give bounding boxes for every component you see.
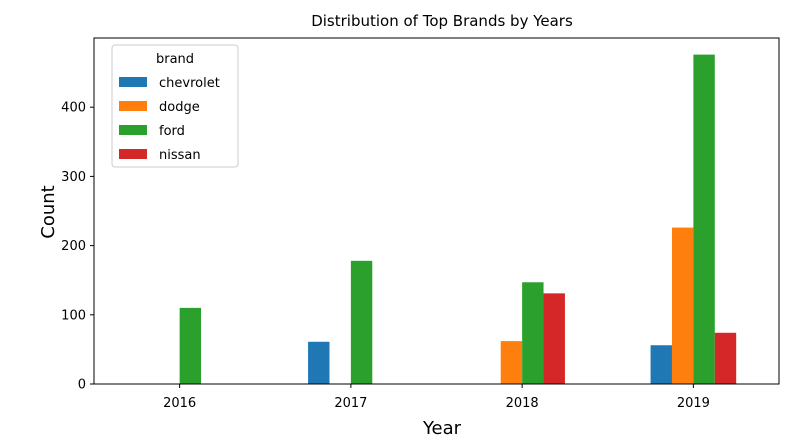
x-tick-label: 2018: [506, 396, 539, 411]
legend-box: [111, 44, 239, 168]
y-tick-label: 100: [61, 308, 86, 323]
plot-area: 0 100 200 300 400 2016 2017 2018 2019 brand chevro…: [61, 37, 780, 411]
x-tick-label: 2019: [677, 396, 710, 411]
bar-ford-2017: [350, 260, 373, 384]
y-tick-label: 400: [61, 101, 86, 116]
x-axis-label: Year: [422, 418, 462, 439]
bar-dodge-2018: [500, 341, 523, 384]
bar-dodge-2019: [671, 227, 694, 384]
y-tick-label: 200: [61, 239, 86, 254]
y-tick-label: 0: [78, 378, 86, 393]
bar-ford-2019: [693, 54, 715, 385]
legend-label-dodge: dodge: [159, 100, 200, 115]
legend-title: brand: [156, 52, 194, 67]
bar-chevrolet-2019: [650, 345, 672, 384]
bar-ford-2016: [179, 307, 202, 384]
bar-nissan-2018: [543, 293, 565, 384]
legend-swatch-dodge: [119, 101, 147, 111]
y-axis-label: Count: [38, 185, 59, 238]
legend-label-ford: ford: [159, 124, 185, 139]
legend: brand chevrolet dodge ford nissan: [111, 44, 239, 168]
y-tick-label: 300: [61, 170, 86, 185]
x-tick-label: 2016: [163, 396, 196, 411]
legend-swatch-nissan: [119, 149, 147, 159]
chart-title: Distribution of Top Brands by Years: [311, 12, 573, 30]
legend-label-chevrolet: chevrolet: [159, 76, 220, 91]
legend-label-nissan: nissan: [159, 148, 201, 163]
legend-swatch-chevrolet: [119, 77, 147, 87]
plot-frame: [93, 37, 780, 385]
bar-nissan-2019: [714, 332, 737, 384]
bars-group: [179, 54, 737, 385]
bar-ford-2018: [522, 282, 544, 384]
bar-chevrolet-2017: [308, 341, 330, 384]
legend-swatch-ford: [119, 125, 147, 135]
x-tick-label: 2017: [334, 396, 367, 411]
